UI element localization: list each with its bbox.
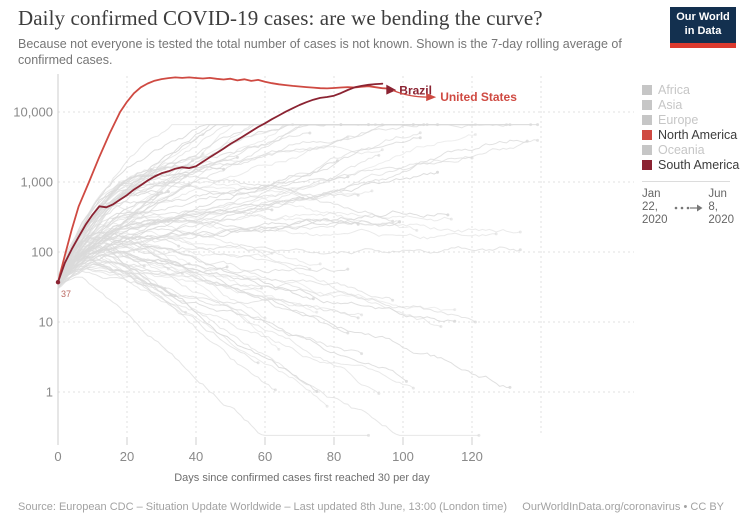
y-tick-label: 1 <box>46 385 53 400</box>
country-line[interactable] <box>57 270 359 319</box>
gridlines: 1 10 100 1,000 10,000 0 20 40 60 80 100 120 <box>13 74 634 464</box>
country-line[interactable] <box>57 137 421 281</box>
legend-label: Oceania <box>658 142 705 157</box>
country-line[interactable] <box>57 124 414 278</box>
legend-item-south-america[interactable]: South America <box>642 157 740 172</box>
x-tick-label: 120 <box>461 449 483 464</box>
page-title: Daily confirmed COVID-19 cases: are we b… <box>18 6 543 30</box>
country-line[interactable] <box>57 244 328 407</box>
country-line[interactable] <box>57 220 169 278</box>
country-line[interactable] <box>57 175 187 282</box>
timeline-end-date[interactable]: Jun 8, 2020 <box>708 188 734 227</box>
legend-label: Africa <box>658 82 690 97</box>
legend-swatch-icon <box>642 129 652 140</box>
y-tick-label: 1,000 <box>20 175 53 190</box>
x-tick-label: 0 <box>54 449 61 464</box>
legend-item-europe[interactable]: Europe <box>642 112 738 127</box>
series-label-united-states[interactable]: United States <box>440 90 517 104</box>
country-line[interactable] <box>57 204 497 279</box>
country-line[interactable] <box>57 242 145 281</box>
country-line[interactable] <box>57 255 262 292</box>
country-line[interactable] <box>57 124 424 279</box>
x-tick-label: 100 <box>392 449 414 464</box>
y-tick-label: 10 <box>39 315 53 330</box>
source-note: Source: European CDC – Situation Update … <box>18 501 507 513</box>
country-line[interactable] <box>57 160 338 288</box>
country-line[interactable] <box>57 276 369 436</box>
x-axis-title: Days since confirmed cases first reached… <box>174 472 430 484</box>
timeline-control[interactable]: Jan 22, 2020 Jun 8, 2020 <box>642 188 734 228</box>
owid-logo-line1: Our World <box>676 11 730 23</box>
legend-item-oceania[interactable]: Oceania <box>642 142 738 157</box>
legend-label: Europe <box>658 112 699 127</box>
legend: Africa Asia Europe North America Oceania Sout… <box>642 82 740 228</box>
us-arrow-icon <box>426 93 437 102</box>
country-line[interactable] <box>57 232 314 300</box>
legend-item-asia[interactable]: Asia <box>642 97 738 112</box>
series-label-brazil[interactable]: Brazil <box>399 84 432 98</box>
us-label-connector <box>392 90 428 98</box>
start-value-label: 37 <box>61 289 71 299</box>
x-tick-label: 60 <box>258 449 272 464</box>
legend-swatch-icon <box>642 144 652 155</box>
country-line[interactable] <box>57 211 452 288</box>
timeline-start-date[interactable]: Jan 22, 2020 <box>642 188 668 227</box>
x-tick-label: 20 <box>120 449 134 464</box>
country-line[interactable] <box>57 265 414 389</box>
country-line[interactable] <box>57 172 393 283</box>
country-line[interactable] <box>57 124 510 283</box>
timeline-arrow-icon <box>674 204 703 212</box>
legend-swatch-icon <box>642 114 652 125</box>
legend-swatch-icon <box>642 159 652 170</box>
series-start-dot <box>55 280 61 285</box>
chart-subtitle: Because not everyone is tested the total… <box>18 37 622 67</box>
owid-logo-line2: in Data <box>684 25 722 38</box>
x-tick-label: 40 <box>189 449 203 464</box>
legend-swatch-icon <box>642 84 652 95</box>
y-tick-label: 100 <box>31 245 53 260</box>
country-line[interactable] <box>57 217 400 280</box>
country-line[interactable] <box>57 261 173 296</box>
legend-label: North America <box>658 127 738 142</box>
x-tick-label: 80 <box>327 449 341 464</box>
y-tick-label: 10,000 <box>13 105 53 120</box>
footer: Source: European CDC – Situation Update … <box>18 501 724 513</box>
country-line[interactable] <box>57 248 479 436</box>
background-country-lines <box>57 123 540 437</box>
legend-item-north-america[interactable]: North America <box>642 127 738 142</box>
country-line[interactable] <box>57 267 259 364</box>
country-line[interactable] <box>57 124 531 287</box>
legend-swatch-icon <box>642 99 652 110</box>
country-line[interactable] <box>57 261 362 355</box>
owid-link[interactable]: OurWorldInData.org/coronavirus • CC BY <box>522 501 724 513</box>
country-line[interactable] <box>57 124 262 278</box>
country-line[interactable] <box>57 223 317 313</box>
legend-divider <box>642 181 730 182</box>
legend-label: South America <box>658 157 740 172</box>
brazil-arrow-icon <box>386 84 397 95</box>
country-line[interactable] <box>57 139 528 282</box>
legend-item-africa[interactable]: Africa <box>642 82 738 97</box>
country-line[interactable] <box>57 215 442 327</box>
country-line[interactable] <box>57 154 379 289</box>
legend-items: Africa Asia Europe North America Oceania Sout… <box>642 82 740 172</box>
owid-logo[interactable]: Our World in Data <box>670 7 736 48</box>
series-line-brazil[interactable] <box>57 82 384 284</box>
country-line[interactable] <box>57 246 394 301</box>
legend-label: Asia <box>658 97 683 112</box>
country-line[interactable] <box>57 210 521 286</box>
country-line[interactable] <box>57 220 400 278</box>
country-line[interactable] <box>57 244 521 288</box>
series-line-united-states[interactable] <box>57 76 391 284</box>
